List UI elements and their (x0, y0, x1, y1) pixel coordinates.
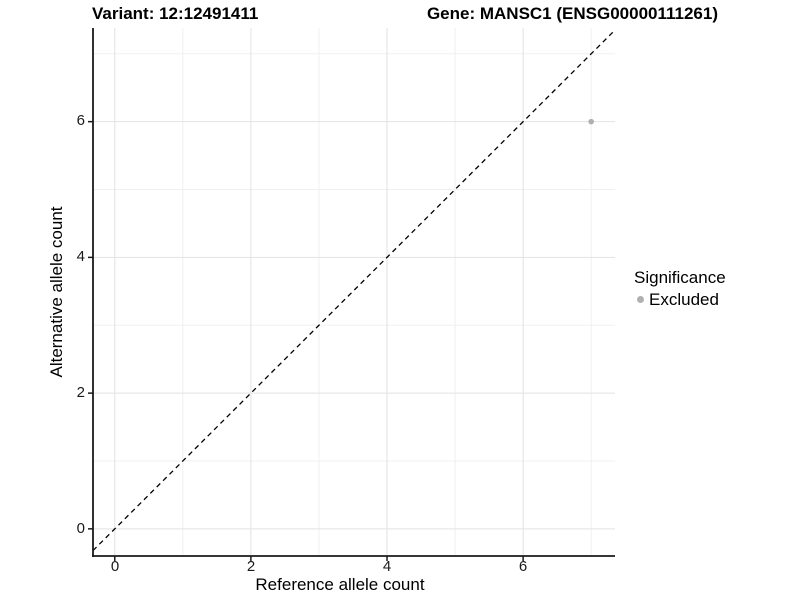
variant-title: Variant: 12:12491411 (92, 4, 259, 23)
y-tick-label-6: 6 (76, 112, 85, 129)
y-axis-title: Alternative allele count (47, 206, 66, 378)
data-point (588, 118, 594, 125)
x-axis-title: Reference allele count (255, 575, 425, 594)
identity-reference-line (92, 29, 616, 552)
y-tick-label-0: 0 (76, 520, 85, 537)
x-tick-label-2: 2 (246, 558, 256, 575)
gene-title: Gene: MANSC1 (ENSG00000111261) (426, 4, 718, 23)
legend-entry-excluded: Excluded (632, 290, 726, 309)
y-tick-label-2: 2 (76, 384, 85, 401)
y-tick-label-4: 4 (76, 248, 85, 265)
legend-title: Significance (634, 268, 726, 287)
x-tick-label-4: 4 (382, 558, 392, 575)
x-tick-label-0: 0 (110, 558, 120, 575)
legend: Significance Excluded (632, 268, 726, 309)
legend-entry-label: Excluded (649, 290, 719, 309)
x-tick-label-6: 6 (518, 558, 528, 575)
legend-point-icon (637, 296, 644, 303)
plot-title: Variant: 12:12491411 Gene: MANSC1 (ENSG0… (92, 4, 718, 24)
